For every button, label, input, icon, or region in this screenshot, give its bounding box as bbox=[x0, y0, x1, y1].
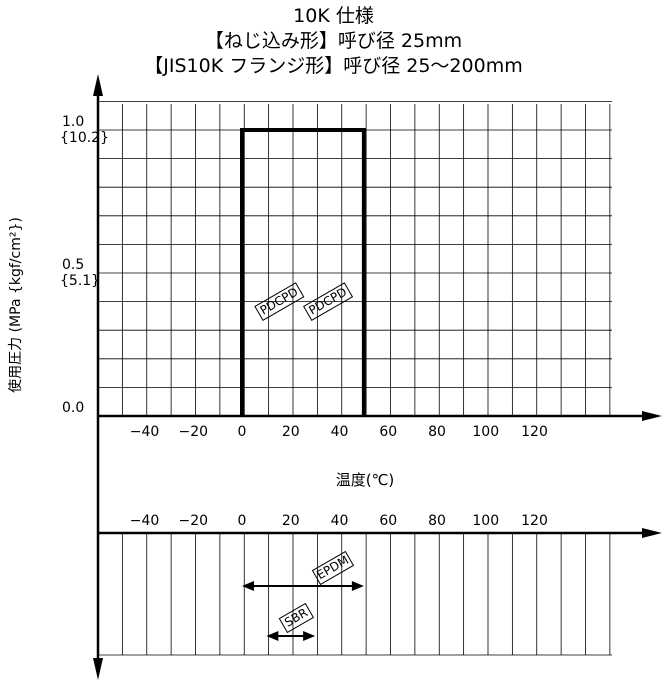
y-tick-sublabel: {10.2} bbox=[60, 130, 109, 146]
title-line: 【JIS10K フランジ形】呼び径 25～200mm bbox=[144, 55, 523, 77]
range-arrow-left bbox=[266, 631, 279, 641]
envelope-line bbox=[240, 128, 366, 416]
x-tick-label-lower: 20 bbox=[281, 513, 300, 529]
x-tick-label: −20 bbox=[178, 424, 209, 440]
y-axis-label: 使用圧力 (MPa {kgf/cm²}) bbox=[8, 217, 24, 393]
y-tick-sublabel: {5.1} bbox=[60, 273, 101, 289]
title-line: 【ねじ込み形】呼び径 25mm bbox=[204, 30, 463, 52]
x-tick-label: 0 bbox=[237, 424, 247, 440]
x-axis-arrow-lower bbox=[642, 528, 662, 538]
x-axis-arrow bbox=[642, 411, 662, 421]
x-tick-label-lower: −40 bbox=[129, 513, 160, 529]
title-line: 10K 仕様 bbox=[293, 5, 374, 27]
x-tick-label-lower: 80 bbox=[428, 513, 446, 529]
axes bbox=[93, 74, 662, 680]
range-label: SBR bbox=[278, 602, 315, 634]
x-tick-label: 80 bbox=[428, 424, 446, 440]
range-arrow-right bbox=[303, 631, 316, 641]
grid-upper bbox=[98, 101, 612, 416]
region-label-box bbox=[254, 282, 305, 321]
y-tick-label: 0.0 bbox=[62, 400, 85, 416]
pressure-envelope bbox=[240, 128, 366, 416]
x-tick-label-lower: −20 bbox=[178, 513, 209, 529]
y-tick-label: 1.0 bbox=[62, 114, 85, 130]
x-axis-label: 温度(℃) bbox=[335, 471, 395, 489]
y-axis-arrow-down bbox=[93, 658, 103, 680]
x-tick-label-lower: 100 bbox=[472, 513, 500, 529]
x-tick-label-lower: 0 bbox=[237, 513, 247, 529]
x-tick-label: 40 bbox=[330, 424, 349, 440]
x-tick-label: 60 bbox=[379, 424, 398, 440]
x-tick-label: 100 bbox=[472, 424, 500, 440]
x-tick-label-lower: 60 bbox=[379, 513, 398, 529]
grid-lower bbox=[98, 533, 612, 656]
y-tick-label: 0.5 bbox=[62, 257, 85, 273]
range-label: EPDM bbox=[311, 550, 355, 586]
x-tick-label-lower: 40 bbox=[330, 513, 349, 529]
material-ranges: EPDM SBR bbox=[242, 550, 364, 641]
x-tick-label: −40 bbox=[129, 424, 160, 440]
range-arrow-right bbox=[351, 581, 364, 591]
y-axis-label-wrap: 使用圧力 (MPa {kgf/cm²}) bbox=[0, 217, 30, 393]
x-tick-label-lower: 120 bbox=[521, 513, 548, 529]
region-label-box bbox=[303, 282, 354, 321]
range-label-box bbox=[311, 550, 355, 586]
range-arrow-left bbox=[242, 581, 254, 591]
y-axis-arrow-up bbox=[93, 74, 103, 96]
range-label-box bbox=[278, 602, 315, 634]
x-tick-label: 120 bbox=[521, 424, 548, 440]
x-tick-label: 20 bbox=[281, 424, 300, 440]
